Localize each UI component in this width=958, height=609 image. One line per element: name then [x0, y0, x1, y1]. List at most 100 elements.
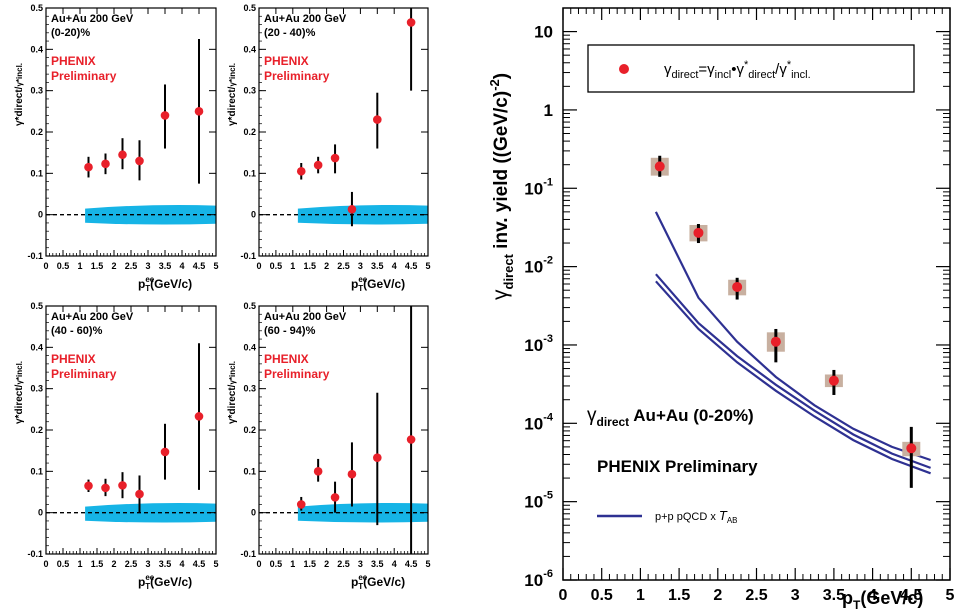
y-tick-label: 0.5 — [30, 301, 43, 311]
x-title-sub: T — [145, 284, 150, 293]
panel-centrality: (40 - 60)% — [51, 325, 103, 337]
x-tick-label: 5 — [425, 261, 430, 271]
legend-sub-incl: incl. — [791, 69, 811, 81]
legend-equals: = — [698, 61, 707, 78]
data-point — [84, 481, 93, 491]
x-tick-label: 2.5 — [125, 261, 138, 271]
y-tick-label: 0.5 — [30, 3, 43, 13]
data-point — [194, 107, 204, 116]
x-tick-label: 2 — [324, 261, 329, 271]
y-title-sub: direct — [501, 253, 516, 289]
pqcd-curve — [655, 280, 931, 475]
legend-gamma: γ — [736, 61, 744, 78]
x-tick-label: 2.5 — [125, 559, 138, 569]
y-tick-label: 0.4 — [30, 44, 43, 54]
x-tick-label: 0 — [559, 587, 568, 604]
y-title-denominator: γ*incl. — [228, 63, 237, 87]
x-tick-label: 1.5 — [91, 559, 104, 569]
panel-centrality-20-40: 0 0.5 1 1.5 2 2.5 3 3.5 4 4.5 5-0.100.10.20.30.40.… — [227, 3, 431, 293]
legend-star: * — [787, 59, 792, 71]
y-axis-title: γ*direct/γ*incl. — [14, 63, 25, 126]
phenix-label: PHENIX — [264, 352, 309, 366]
data-point — [313, 160, 323, 170]
y-tick-label: -0.1 — [240, 549, 256, 559]
x-tick-label: 3 — [358, 559, 363, 569]
x-title-unit: (GeV/c) — [150, 277, 192, 291]
panel-centrality: (60 - 94)% — [264, 325, 316, 337]
data-point — [101, 483, 110, 493]
data-point — [330, 153, 340, 163]
panel-centrality-40-60: 0 0.5 1 1.5 2 2.5 3 3.5 4 4.5 5-0.100.10.20.30.40.… — [14, 301, 219, 591]
data-point — [313, 467, 323, 476]
y-tick-exponent: -2 — [543, 255, 553, 267]
x-tick-label: 0.5 — [57, 261, 70, 271]
data-point — [84, 162, 93, 172]
y-tick-label: 0.1 — [243, 466, 256, 476]
legend-gamma: γ — [779, 61, 787, 78]
data-point — [118, 150, 127, 160]
x-title-p: p — [842, 588, 853, 608]
legend-text: γdirect=γincl•γ*direct/γ*incl. — [664, 59, 811, 81]
data-point — [693, 227, 704, 238]
curve-legend-main: p+p pQCD x — [655, 511, 719, 523]
legend-box — [587, 44, 915, 93]
x-tick-label: 3.5 — [371, 261, 384, 271]
x-title-sub: T — [853, 598, 861, 609]
y-tick-label: 0 — [38, 210, 43, 220]
data-point — [296, 166, 306, 176]
x-tick-label: 4.5 — [193, 261, 206, 271]
data-point — [330, 493, 340, 502]
x-tick-label: 1.5 — [91, 261, 104, 271]
x-title-sup: ee — [358, 573, 367, 582]
data-point — [296, 500, 306, 509]
x-tick-label: 1 — [636, 587, 645, 604]
data-point — [135, 489, 144, 499]
data-point — [118, 481, 127, 490]
y-title-rest: inv. yield ((GeV/c) — [491, 91, 512, 254]
y-tick-label: 0.1 — [30, 466, 43, 476]
legend-star: * — [744, 59, 749, 71]
y-tick-label: 0.5 — [243, 3, 256, 13]
y-title-close: ) — [491, 73, 512, 79]
panel-direct-photon-yield: 0 0.5 1 1.5 2 2.5 3 3.5 4 4.5 510-610-510-410-310-… — [487, 7, 955, 609]
x-tick-label: 3 — [358, 261, 363, 271]
curve-legend-T: T — [719, 508, 728, 523]
preliminary-label: Preliminary — [51, 69, 117, 83]
x-tick-label: 3 — [145, 559, 150, 569]
y-tick-label: 10-6 — [524, 568, 553, 590]
y-tick-label: 0.2 — [243, 425, 256, 435]
preliminary-label: Preliminary — [51, 367, 117, 381]
preliminary-label: Preliminary — [264, 69, 330, 83]
x-title-p: p — [351, 575, 358, 589]
panel-centrality: (0-20)% — [51, 27, 90, 39]
plot-frame — [562, 7, 951, 581]
phenix-preliminary-label: PHENIX Preliminary — [597, 457, 758, 476]
x-tick-label: 4 — [868, 587, 877, 604]
y-tick-label: -0.1 — [27, 251, 43, 261]
label-gamma: γ — [587, 405, 597, 426]
x-tick-label: 1.5 — [303, 261, 316, 271]
x-tick-label: 4 — [392, 559, 397, 569]
data-point — [406, 435, 416, 444]
label-sub-direct: direct — [597, 415, 630, 429]
panel-title: Au+Au 200 GeV — [264, 311, 347, 323]
x-tick-label: 4.5 — [900, 587, 922, 604]
x-tick-label: 2 — [111, 559, 116, 569]
label-system: Au+Au (0-20%) — [629, 406, 754, 425]
data-point — [906, 443, 917, 454]
systematic-band — [85, 205, 216, 225]
x-tick-label: 2 — [713, 587, 722, 604]
x-tick-label: 3 — [791, 587, 800, 604]
x-tick-label: 3.5 — [159, 261, 172, 271]
y-tick-base: 1 — [544, 101, 553, 120]
y-title-denominator: γ*incl. — [15, 63, 24, 87]
legend-dot: • — [731, 61, 736, 78]
x-tick-label: 4.5 — [405, 261, 418, 271]
data-point — [160, 111, 170, 120]
x-tick-label: 1 — [77, 559, 82, 569]
y-title-sup: -2 — [487, 79, 502, 91]
y-tick-base: 10 — [524, 493, 543, 512]
curve-legend-text: p+p pQCD x TAB — [655, 508, 738, 525]
legend-sub-direct: direct — [748, 69, 775, 81]
